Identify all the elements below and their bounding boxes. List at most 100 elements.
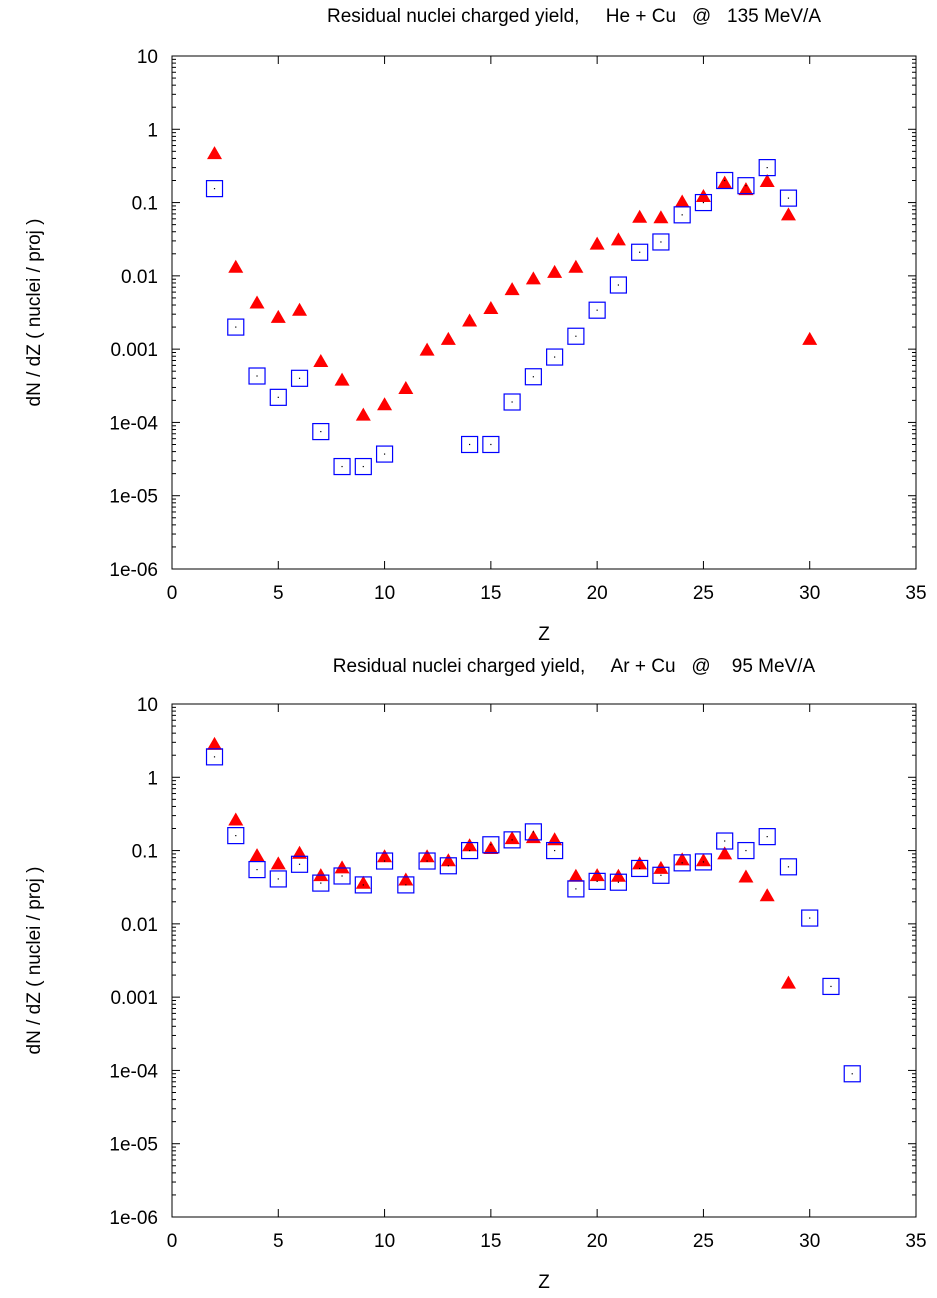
x-tick-label: 15 <box>480 1231 501 1252</box>
x-tick-label: 15 <box>480 583 501 604</box>
triangle-point <box>207 146 223 160</box>
square-point <box>588 872 606 890</box>
square-point <box>461 435 479 454</box>
plot-frame <box>171 703 917 1218</box>
triangle-point <box>738 182 754 196</box>
square-point <box>248 367 266 385</box>
x-tick-label: 0 <box>167 583 178 604</box>
point-center-dot <box>554 356 556 358</box>
triangle-point <box>249 295 265 309</box>
triangle-point <box>228 259 244 273</box>
square-point <box>673 854 691 872</box>
point-center-dot <box>596 880 598 882</box>
square-point <box>822 977 840 996</box>
square-point <box>205 748 224 766</box>
triangle-point <box>462 313 478 327</box>
triangle-point <box>674 194 690 208</box>
point-center-dot <box>341 465 343 468</box>
triangle-point <box>547 832 563 846</box>
y-tick-label: 1e-05 <box>109 1135 158 1156</box>
triangle-point <box>292 845 308 859</box>
point-center-dot <box>745 185 747 187</box>
square-point <box>248 860 266 879</box>
point-center-dot <box>256 375 258 377</box>
square-point <box>503 393 521 411</box>
y-tick-label: 1e-04 <box>109 413 158 434</box>
square-point <box>312 874 330 892</box>
point-center-dot <box>277 396 279 398</box>
triangle-point <box>334 860 350 874</box>
square-point <box>609 873 628 891</box>
square-point <box>375 852 394 870</box>
square-point <box>609 276 628 294</box>
point-center-dot <box>660 241 662 243</box>
point-center-dot <box>362 465 364 468</box>
triangle-point <box>483 841 499 855</box>
point-center-dot <box>256 868 258 871</box>
triangle-point <box>355 875 371 889</box>
point-center-dot <box>787 197 790 199</box>
square-point <box>652 866 670 884</box>
point-center-dot <box>235 326 237 328</box>
point-center-dot <box>213 756 216 758</box>
square-point <box>227 827 245 845</box>
point-center-dot <box>830 985 832 988</box>
square-point <box>439 857 457 875</box>
triangle-point <box>610 868 626 882</box>
y-tick-label: 1e-04 <box>109 1061 158 1082</box>
triangle-point <box>780 975 796 989</box>
point-center-dot <box>575 888 577 890</box>
point-center-dot <box>745 849 747 852</box>
x-tick-label: 5 <box>273 1231 284 1252</box>
triangle-point <box>632 856 648 870</box>
triangle-point <box>398 380 414 394</box>
square-point <box>269 870 287 888</box>
point-center-dot <box>447 865 449 867</box>
triangle-point <box>589 236 605 250</box>
square-point <box>758 159 776 177</box>
point-center-dot <box>405 884 407 886</box>
triangle-point <box>504 282 520 296</box>
point-center-dot <box>639 251 641 253</box>
point-center-dot <box>532 376 534 378</box>
point-center-dot <box>383 453 386 455</box>
y-tick-label: 1e-06 <box>109 1208 158 1229</box>
square-point <box>843 1065 861 1083</box>
triangle-point <box>695 188 711 202</box>
point-center-dot <box>766 167 768 169</box>
y-tick-label: 10 <box>137 695 158 716</box>
point-center-dot <box>362 884 364 886</box>
square-point <box>546 841 564 860</box>
square-point <box>694 853 713 871</box>
triangle-point <box>377 849 393 863</box>
triangle-point <box>355 407 371 421</box>
triangle-point <box>568 259 584 273</box>
square-point <box>758 828 776 846</box>
point-center-dot <box>511 401 513 403</box>
square-point <box>333 867 351 885</box>
triangle-point <box>270 856 286 870</box>
y-tick-label: 1e-05 <box>109 487 158 508</box>
point-center-dot <box>298 377 301 379</box>
x-tick-label: 5 <box>273 583 284 604</box>
point-center-dot <box>724 840 726 842</box>
square-point <box>354 457 372 476</box>
square-point <box>801 909 819 927</box>
chart-title: Residual nuclei charged yield, He + Cu @… <box>327 6 821 27</box>
point-center-dot <box>469 443 471 446</box>
x-tick-label: 30 <box>799 583 820 604</box>
point-center-dot <box>213 188 216 190</box>
y-tick-label: 0.1 <box>132 194 158 215</box>
point-center-dot <box>341 875 343 877</box>
triangle-point <box>334 372 350 386</box>
point-center-dot <box>724 179 726 182</box>
triangle-point <box>228 812 244 826</box>
triangle-point <box>270 309 286 323</box>
x-tick-label: 30 <box>799 1231 820 1252</box>
triangle-point <box>568 868 584 882</box>
square-point <box>716 171 734 190</box>
square-point <box>567 880 585 898</box>
triangle-point <box>419 849 435 863</box>
point-center-dot <box>702 201 705 204</box>
